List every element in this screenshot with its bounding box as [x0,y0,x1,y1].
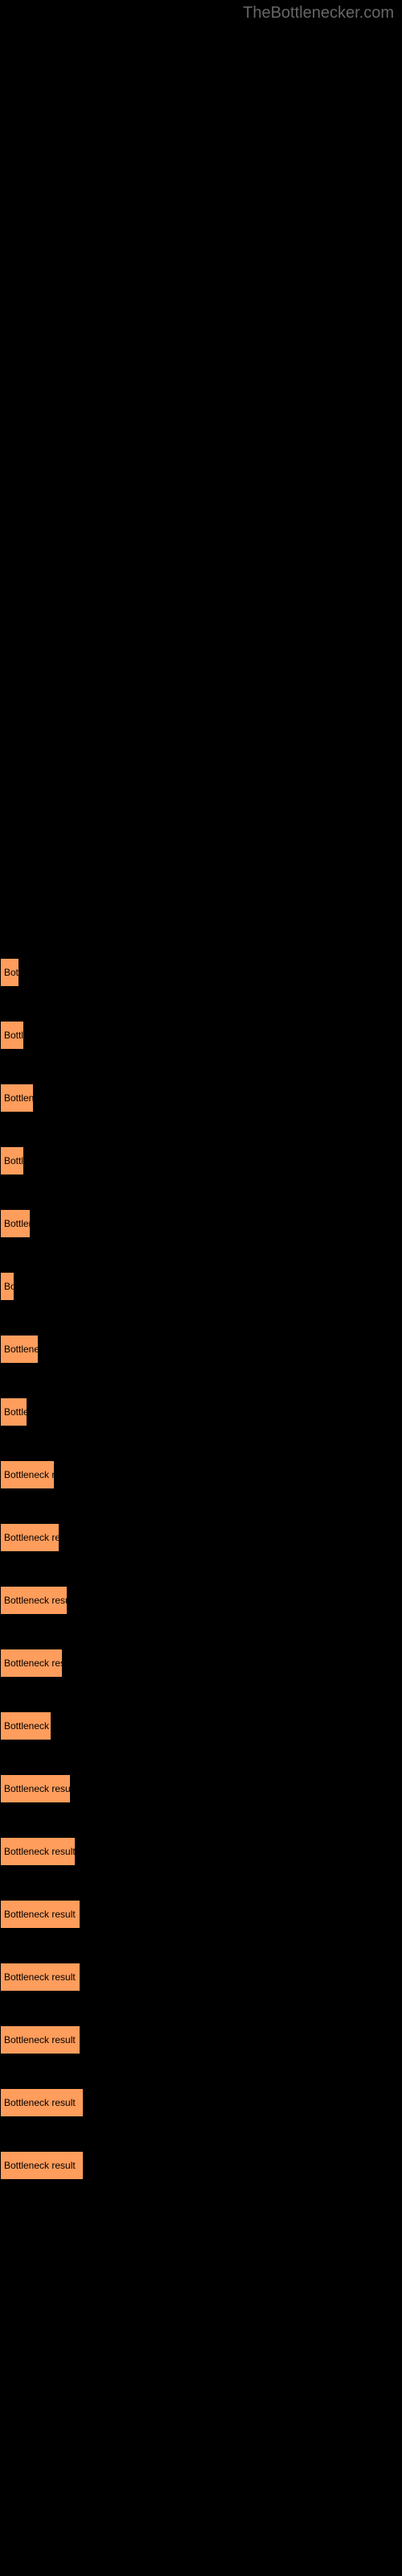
bar: Bottleneck result [0,1774,71,1803]
bar: Bottleneck result [0,2151,84,2180]
bar-row: Bot [0,958,402,987]
bar: Bottleneck r [0,1711,51,1740]
bar: Bottleneck result [0,1963,80,1992]
bar: Bottleneck result [0,1900,80,1929]
bar-row: Bottleneck result [0,1900,402,1929]
bar: Bottlen [0,1209,31,1238]
bar-row: Bottlene [0,1084,402,1113]
bar-row: Bottleneck result [0,2025,402,2054]
bar: Bottleneck result [0,1586,68,1615]
bar-row: Bottleneck result [0,1774,402,1803]
bar-row: Bottle [0,1397,402,1426]
bar: Bottleneck result [0,2088,84,2117]
bar: Bottle [0,1397,27,1426]
bar: Bottl [0,1146,24,1175]
bar: Bottleneck re [0,1460,55,1489]
watermark: TheBottlenecker.com [243,4,394,23]
bar-row: Bo [0,1272,402,1301]
bar: Bottlene [0,1084,34,1113]
bar-row: Bottleneck result [0,1963,402,1992]
bar: Bottlenec [0,1335,39,1364]
bar: Bottleneck result [0,1837,76,1866]
bar-row: Bottleneck res [0,1523,402,1552]
bar-chart: Bot Bottl Bottlene Bottl Bottlen Bo Bottlenec B… [0,0,402,2180]
bar-row: Bottleneck result [0,1837,402,1866]
bar: Bottleneck result [0,2025,80,2054]
bar-row: Bottleneck result [0,2151,402,2180]
bar-row: Bottl [0,1146,402,1175]
bar-row: Bottleneck result [0,1586,402,1615]
bar-row: Bottlen [0,1209,402,1238]
bar: Bottleneck resu [0,1649,63,1678]
bar: Bottl [0,1021,24,1050]
bar-row: Bottleneck r [0,1711,402,1740]
bar: Bottleneck res [0,1523,59,1552]
bar: Bot [0,958,19,987]
bar: Bo [0,1272,14,1301]
bar-row: Bottleneck resu [0,1649,402,1678]
bar-row: Bottl [0,1021,402,1050]
bar-row: Bottleneck result [0,2088,402,2117]
bar-row: Bottlenec [0,1335,402,1364]
bar-row: Bottleneck re [0,1460,402,1489]
